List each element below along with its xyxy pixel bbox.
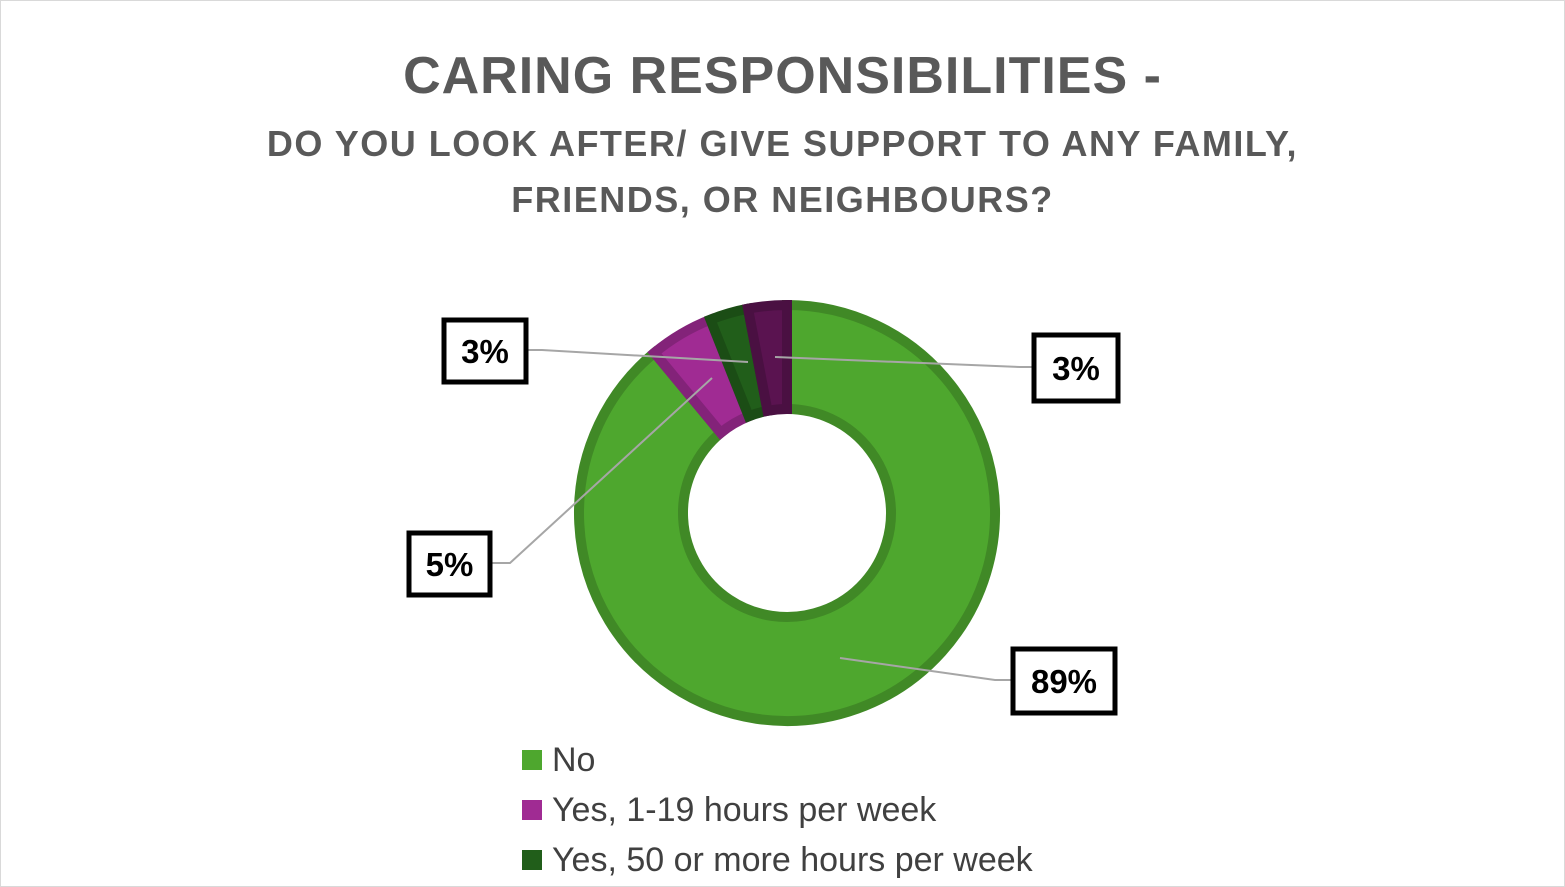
leader-line-1 [839, 657, 1013, 681]
data-label-box-4 [1031, 332, 1121, 404]
data-label-3: 3% [461, 333, 509, 370]
legend-swatch [522, 850, 542, 870]
donut-slice-1 [574, 299, 1000, 726]
leader-line-3 [526, 349, 749, 363]
legend-swatch [522, 750, 542, 770]
chart-title: CARING RESPONSIBILITIES - [403, 47, 1162, 105]
data-label-box-2 [406, 530, 493, 598]
legend-label: Yes, 1-19 hours per week [552, 791, 937, 829]
leader-line-4 [774, 356, 1034, 368]
data-label-box-3 [441, 317, 529, 385]
chart-legend: No Yes, 1-19 hours per week Yes, 50 or m… [522, 735, 1033, 885]
legend-item-yes-50-plus: Yes, 50 or more hours per week [522, 835, 1033, 885]
data-label-box-1 [1010, 646, 1118, 716]
chart-subtitle-line-1: DO YOU LOOK AFTER/ GIVE SUPPORT TO ANY F… [266, 123, 1299, 164]
legend-item-no: No [522, 735, 1033, 785]
data-label-4: 3% [1052, 350, 1100, 387]
legend-label: No [552, 741, 596, 779]
leader-line-2 [490, 377, 713, 564]
legend-item-yes-1-19: Yes, 1-19 hours per week [522, 785, 1033, 835]
donut-slice-4 [742, 299, 792, 417]
legend-label: Yes, 50 or more hours per week [552, 841, 1033, 879]
chart-subtitle-line-2: FRIENDS, OR NEIGHBOURS? [511, 179, 1054, 220]
data-label-1: 89% [1031, 663, 1097, 700]
data-label-2: 5% [426, 546, 474, 583]
legend-swatch [522, 800, 542, 820]
